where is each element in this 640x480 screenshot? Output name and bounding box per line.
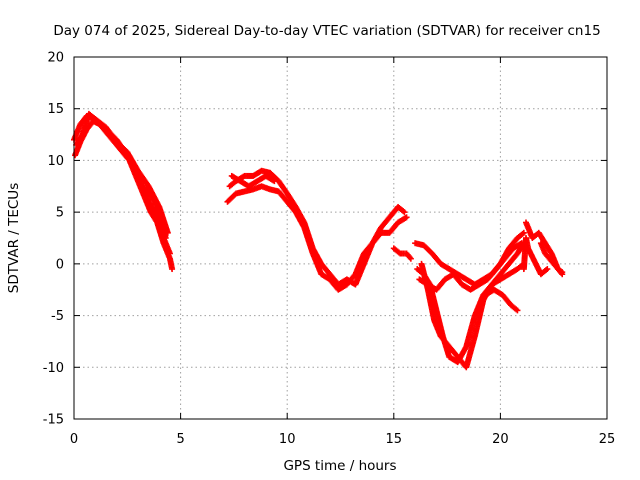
data-point	[514, 307, 521, 314]
y-axis: -15 -10 -5 0 5 10 15 20	[43, 51, 607, 428]
x-axis: 0 5 10 15 20 25	[70, 57, 615, 447]
y-tick-label: 15	[47, 102, 64, 117]
x-tick-label: 0	[70, 432, 78, 447]
x-axis-label: GPS time / hours	[283, 458, 396, 474]
data-points	[71, 110, 566, 371]
data-point	[407, 255, 414, 262]
x-tick-label: 5	[176, 432, 184, 447]
plot-frame	[73, 56, 608, 420]
data-point	[403, 214, 410, 221]
grid-lines	[74, 57, 607, 419]
y-tick-label: -5	[51, 309, 64, 324]
data-point	[166, 250, 173, 257]
x-tick-label: 10	[279, 432, 296, 447]
data-point	[544, 266, 551, 273]
data-point	[271, 178, 278, 185]
y-axis-label: SDTVAR / TECUs	[6, 183, 22, 293]
data-point	[401, 209, 408, 216]
x-tick-label: 20	[492, 432, 509, 447]
data-point	[169, 266, 176, 273]
y-tick-label: -15	[43, 413, 64, 428]
y-tick-label: 10	[47, 154, 64, 169]
y-tick-label: 0	[56, 257, 64, 272]
y-tick-label: -10	[43, 361, 64, 376]
x-tick-label: 15	[386, 432, 403, 447]
data-point	[559, 269, 566, 276]
data-point	[520, 229, 527, 236]
y-tick-label: 5	[56, 206, 64, 221]
chart-title: Day 074 of 2025, Sidereal Day-to-day VTE…	[53, 23, 600, 39]
y-tick-label: 20	[47, 51, 64, 66]
x-tick-label: 25	[599, 432, 616, 447]
data-point	[162, 235, 169, 241]
